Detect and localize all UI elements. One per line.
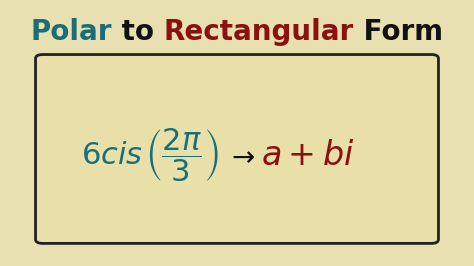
Text: $6cis$: $6cis$ <box>81 141 143 170</box>
Text: Rectangular: Rectangular <box>164 18 354 46</box>
Text: Form: Form <box>354 18 443 46</box>
Text: to: to <box>112 18 164 46</box>
FancyBboxPatch shape <box>36 55 438 243</box>
Text: Polar: Polar <box>31 18 112 46</box>
Text: $\rightarrow$: $\rightarrow$ <box>226 142 255 170</box>
Text: $\left(\dfrac{2\pi}{3}\right)$: $\left(\dfrac{2\pi}{3}\right)$ <box>145 127 219 184</box>
Text: $a + bi$: $a + bi$ <box>261 139 355 172</box>
